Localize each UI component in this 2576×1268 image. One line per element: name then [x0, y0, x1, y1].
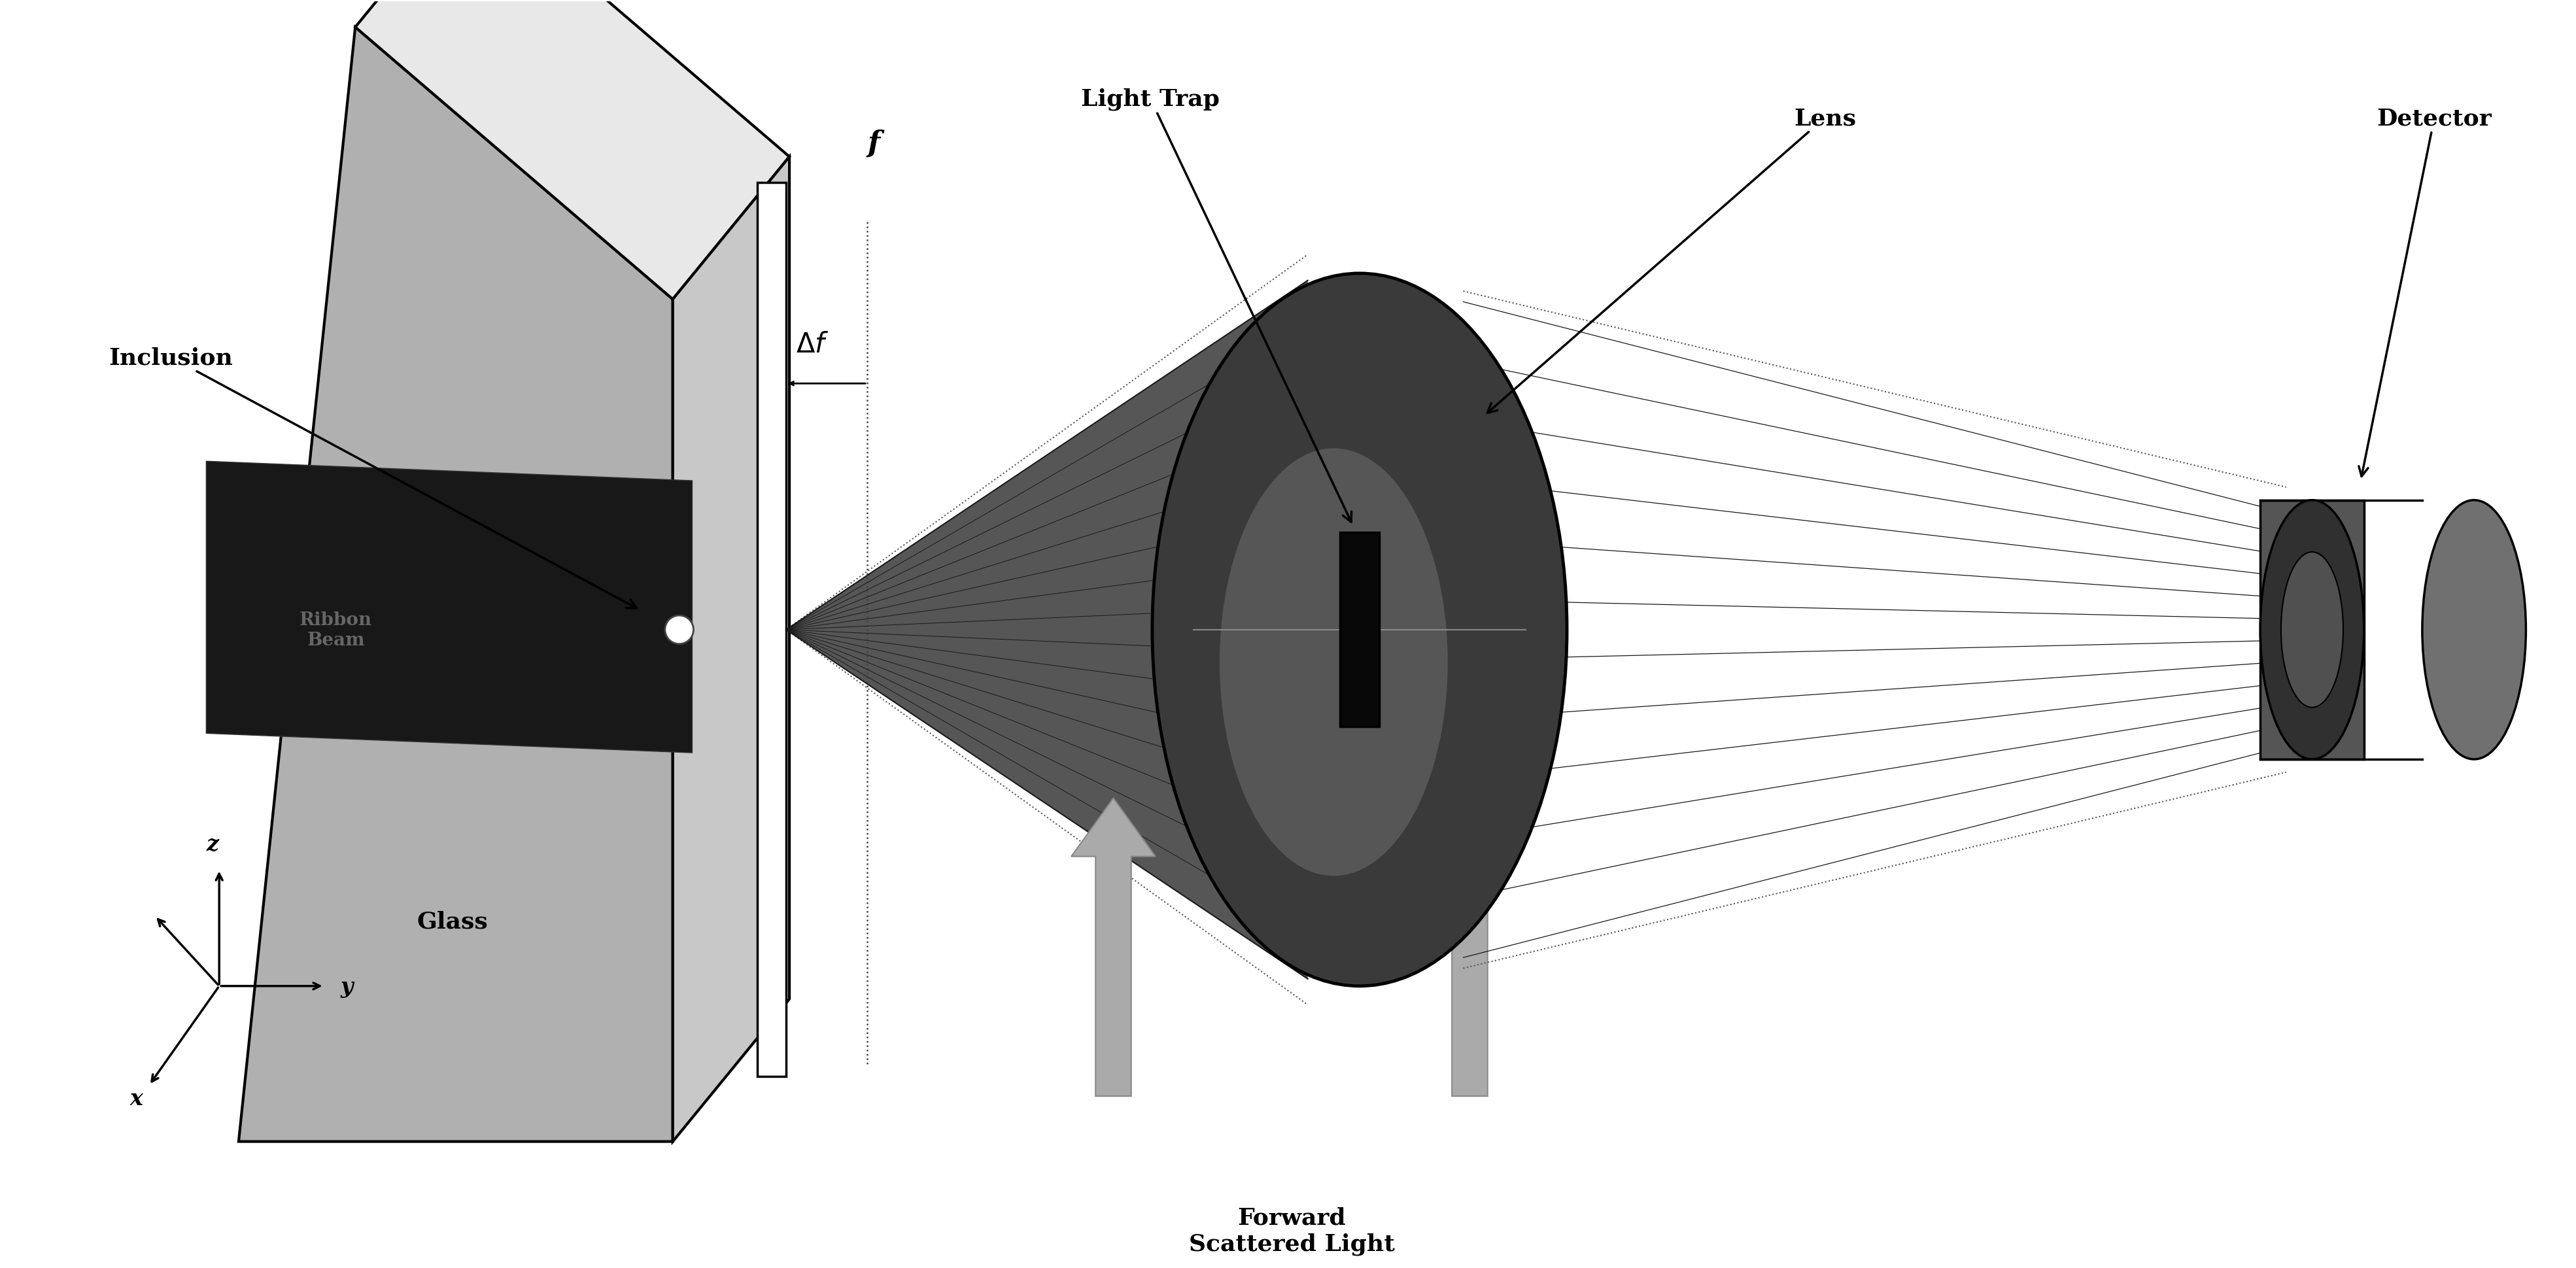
- Text: y: y: [340, 975, 353, 997]
- Text: Lens: Lens: [1486, 108, 1855, 413]
- Bar: [2259, 501, 2365, 760]
- Text: Detector: Detector: [2360, 108, 2491, 477]
- Polygon shape: [672, 157, 788, 1141]
- Ellipse shape: [2421, 501, 2527, 760]
- Bar: [757, 183, 786, 1077]
- Polygon shape: [240, 28, 672, 1141]
- Text: f: f: [868, 129, 881, 157]
- Text: z: z: [206, 833, 219, 855]
- Polygon shape: [786, 281, 1309, 979]
- Circle shape: [665, 616, 693, 644]
- Text: Forward
Scattered Light: Forward Scattered Light: [1188, 1206, 1394, 1254]
- Text: Glass: Glass: [417, 910, 487, 932]
- Text: x: x: [129, 1088, 142, 1110]
- Text: Ribbon
Beam: Ribbon Beam: [299, 611, 371, 649]
- Text: Inclusion: Inclusion: [108, 347, 636, 609]
- Bar: [1340, 533, 1378, 727]
- Ellipse shape: [1218, 449, 1448, 876]
- FancyArrow shape: [1427, 799, 1512, 1097]
- Ellipse shape: [2280, 553, 2344, 708]
- Text: $\Delta f$: $\Delta f$: [796, 331, 829, 358]
- Ellipse shape: [1151, 274, 1566, 987]
- Polygon shape: [206, 462, 693, 753]
- Polygon shape: [355, 0, 788, 299]
- FancyArrow shape: [1072, 799, 1157, 1097]
- Ellipse shape: [2259, 501, 2365, 760]
- Text: Light Trap: Light Trap: [1082, 87, 1352, 522]
